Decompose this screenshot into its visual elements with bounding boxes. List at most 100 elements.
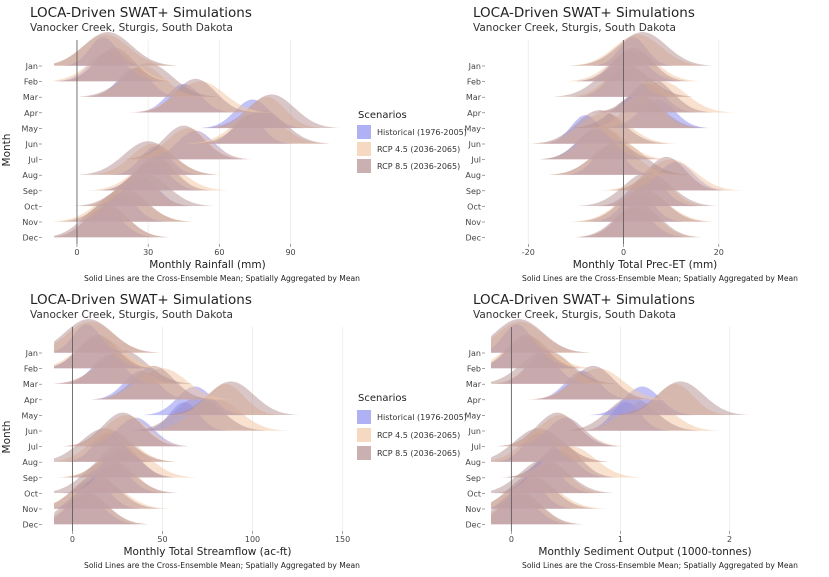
ridge-jul-series-3 xyxy=(123,125,245,160)
chart-title: LOCA-Driven SWAT+ Simulations xyxy=(30,5,252,21)
y-tick-label: Apr xyxy=(24,396,39,405)
legend-title: Scenarios xyxy=(358,110,407,121)
ridge-jan-series-3 xyxy=(54,32,179,66)
y-tick-label: Feb xyxy=(467,78,481,87)
y-tick-label: Sep xyxy=(23,187,38,196)
y-tick-label: Nov xyxy=(465,505,481,514)
y-tick-label: Aug xyxy=(22,171,38,180)
x-tick-label: 0 xyxy=(621,248,626,257)
legend-swatch-historical-lower xyxy=(357,410,371,424)
x-axis-title: Monthly Total Streamflow (ac-ft) xyxy=(123,546,291,558)
x-tick-label: 50 xyxy=(157,535,167,544)
y-tick-label: Apr xyxy=(24,109,39,118)
x-tick-label: 30 xyxy=(143,248,153,257)
y-tick-label: Nov xyxy=(465,218,481,227)
y-tick-label: Dec xyxy=(466,521,481,530)
chart-caption: Solid Lines are the Cross-Ensemble Mean;… xyxy=(84,274,360,283)
y-tick-label: Oct xyxy=(467,489,481,498)
x-tick-label: 0 xyxy=(70,535,75,544)
y-tick-label: Oct xyxy=(24,489,38,498)
scenario-legend: Scenarios Historical (1976-2005) RCP 4.5… xyxy=(357,110,467,173)
ridge-jan-series-3 xyxy=(491,319,591,353)
ridge-jul-series-3 xyxy=(62,412,184,447)
y-tick-label: Apr xyxy=(467,396,482,405)
y-tick-label: Mar xyxy=(23,380,39,389)
chart-title: LOCA-Driven SWAT+ Simulations xyxy=(473,5,695,21)
y-tick-label: May xyxy=(464,124,481,133)
y-tick-label: Oct xyxy=(467,202,481,211)
legend-swatch-rcp45 xyxy=(357,142,371,156)
x-tick-label: 90 xyxy=(285,248,295,257)
chart-subtitle: Vanocker Creek, Sturgis, South Dakota xyxy=(473,309,676,321)
y-axis-title: Month xyxy=(1,421,13,454)
y-tick-label: Mar xyxy=(466,93,482,102)
y-tick-label: Aug xyxy=(465,458,481,467)
y-tick-label: Jan xyxy=(468,349,481,358)
y-tick-label: Dec xyxy=(23,234,38,243)
y-tick-label: Aug xyxy=(465,171,481,180)
y-tick-label: Dec xyxy=(466,234,481,243)
y-tick-label: Nov xyxy=(22,218,38,227)
legend-title-lower: Scenarios xyxy=(358,393,407,404)
y-tick-label: Jan xyxy=(25,349,38,358)
x-tick-label: -20 xyxy=(522,248,535,257)
y-tick-label: Jul xyxy=(470,443,481,452)
legend-label-rcp45: RCP 4.5 (2036-2065) xyxy=(377,145,460,154)
legend-label-rcp45-lower: RCP 4.5 (2036-2065) xyxy=(377,431,460,440)
y-tick-label: Oct xyxy=(24,202,38,211)
y-tick-label: Jan xyxy=(25,62,38,71)
ridge-may-series-3 xyxy=(611,381,750,415)
x-tick-label: 100 xyxy=(245,535,260,544)
y-tick-label: Jul xyxy=(27,156,38,165)
ridge-may-series-3 xyxy=(162,381,300,415)
chart-caption: Solid Lines are the Cross-Ensemble Mean;… xyxy=(84,561,360,570)
y-axis-title: Month xyxy=(1,134,13,167)
y-tick-label: Mar xyxy=(466,380,482,389)
y-tick-label: May xyxy=(21,411,38,420)
x-tick-label: 150 xyxy=(335,535,350,544)
chart-subtitle: Vanocker Creek, Sturgis, South Dakota xyxy=(30,309,233,321)
legend-swatch-historical xyxy=(357,125,371,139)
chart-title: LOCA-Driven SWAT+ Simulations xyxy=(473,292,695,308)
x-axis-title: Monthly Total Prec-ET (mm) xyxy=(573,259,718,271)
y-tick-label: Jun xyxy=(468,427,482,436)
x-tick-label: 0 xyxy=(509,535,514,544)
legend-label-historical: Historical (1976-2005) xyxy=(377,128,467,137)
chart-subtitle: Vanocker Creek, Sturgis, South Dakota xyxy=(473,22,676,34)
y-tick-label: May xyxy=(464,411,481,420)
x-axis-title: Monthly Rainfall (mm) xyxy=(149,259,265,271)
y-tick-label: Feb xyxy=(467,365,481,374)
y-tick-label: Dec xyxy=(23,521,38,530)
ridge-jan-series-3 xyxy=(571,32,714,66)
y-tick-label: Feb xyxy=(24,365,38,374)
y-tick-label: Jun xyxy=(25,140,39,149)
x-tick-label: 0 xyxy=(74,248,79,257)
chart-subtitle: Vanocker Creek, Sturgis, South Dakota xyxy=(30,22,233,34)
y-tick-label: Feb xyxy=(24,78,38,87)
y-tick-label: Sep xyxy=(466,187,481,196)
y-tick-label: Jul xyxy=(27,443,38,452)
y-tick-label: Sep xyxy=(466,474,481,483)
legend-swatch-rcp85 xyxy=(357,159,371,173)
x-tick-label: 2 xyxy=(727,535,732,544)
y-tick-label: Mar xyxy=(23,93,39,102)
scenario-legend-lower: Scenarios Historical (1976-2005) RCP 4.5… xyxy=(357,393,467,460)
x-tick-label: 1 xyxy=(618,535,623,544)
ridge-jul-series-3 xyxy=(496,412,619,447)
y-tick-label: Jul xyxy=(470,156,481,165)
x-tick-label: 60 xyxy=(214,248,224,257)
y-tick-label: Aug xyxy=(22,458,38,467)
y-tick-label: Jan xyxy=(468,62,481,71)
legend-label-historical-lower: Historical (1976-2005) xyxy=(377,413,467,422)
y-tick-label: Apr xyxy=(467,109,482,118)
legend-label-rcp85: RCP 8.5 (2036-2065) xyxy=(377,162,460,171)
x-tick-label: 20 xyxy=(714,248,724,257)
y-tick-label: Jun xyxy=(25,427,39,436)
y-tick-label: May xyxy=(21,124,38,133)
chart-title: LOCA-Driven SWAT+ Simulations xyxy=(30,292,252,308)
